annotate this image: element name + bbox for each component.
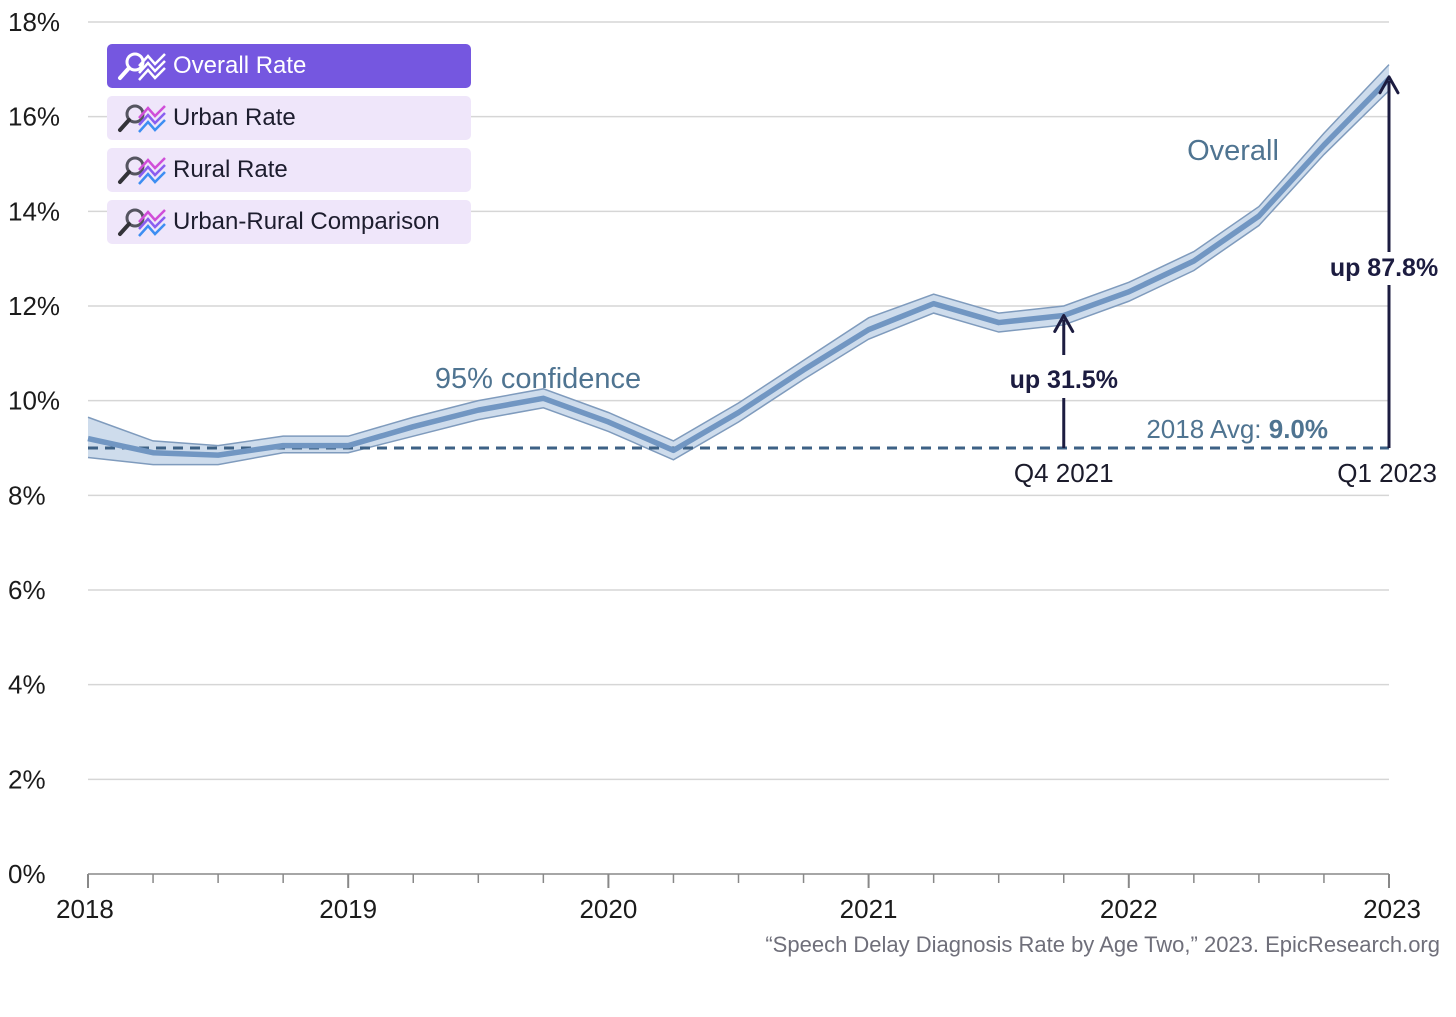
y-tick-label: 4% [8,670,46,700]
x-tick-label: 2022 [1100,894,1158,924]
legend-item-overall-rate[interactable]: Overall Rate [107,44,471,88]
series-line [87,76,1391,458]
reference-line-label: 2018 Avg: 9.0% [1146,414,1328,444]
y-tick-label: 14% [8,196,60,226]
x-tick-label: 2019 [319,894,377,924]
callout-label: up 31.5% [1010,366,1118,394]
y-tick-label: 10% [8,386,60,416]
series-label: Overall [1187,135,1279,167]
y-tick-label: 18% [8,7,60,37]
x-tick-label: 2021 [840,894,898,924]
reference-line-label-prefix: 2018 Avg: [1146,414,1268,444]
callouts: up 31.5% Q4 2021 up 87.8% Q1 2023 [1010,75,1438,488]
y-tick-label: 8% [8,480,46,510]
x-tick-label: 2023 [1363,894,1421,924]
search-trend-icon [118,208,166,237]
legend-item-urban-rural-comparison[interactable]: Urban-Rural Comparison [107,200,471,244]
search-trend-icon [118,104,166,133]
callout-period: Q1 2023 [1337,458,1437,488]
x-tick-labels: 2018 2019 2020 2021 2022 2023 [56,894,1421,924]
confidence-band-upper [87,64,1390,447]
x-tick-label: 2020 [579,894,637,924]
source-citation: “Speech Delay Diagnosis Rate by Age Two,… [765,932,1440,957]
legend-item-urban-rate[interactable]: Urban Rate [107,96,471,140]
legend-label: Overall Rate [173,52,307,79]
legend-label: Urban Rate [173,104,296,131]
callout-period: Q4 2021 [1014,458,1114,488]
series-line-overall [87,76,1391,458]
confidence-band [87,64,1390,466]
legend-label: Rural Rate [173,156,288,183]
search-trend-icon [118,52,166,81]
y-tick-label: 2% [8,764,46,794]
reference-line-label-value: 9.0% [1269,414,1328,444]
y-tick-label: 6% [8,575,46,605]
legend-label: Urban-Rural Comparison [173,208,440,235]
confidence-band-lower [87,90,1390,466]
y-tick-label: 16% [8,102,60,132]
search-trend-icon [118,156,166,185]
confidence-label: 95% confidence [435,363,641,395]
y-tick-labels: 0% 2% 4% 6% 8% 10% 12% 14% 16% 18% [8,7,60,889]
y-tick-label: 0% [8,859,46,889]
legend: Overall Rate Urban Rate Rural Rate [107,44,471,252]
callout-arrowhead [1053,313,1075,333]
callout-arrowhead [1378,75,1400,95]
legend-item-rural-rate[interactable]: Rural Rate [107,148,471,192]
x-axis [87,873,1390,888]
callout-label: up 87.8% [1330,254,1438,282]
y-tick-label: 12% [8,291,60,321]
annotations: Overall 95% confidence 2018 Avg: 9.0% [435,135,1328,444]
x-tick-label: 2018 [56,894,114,924]
